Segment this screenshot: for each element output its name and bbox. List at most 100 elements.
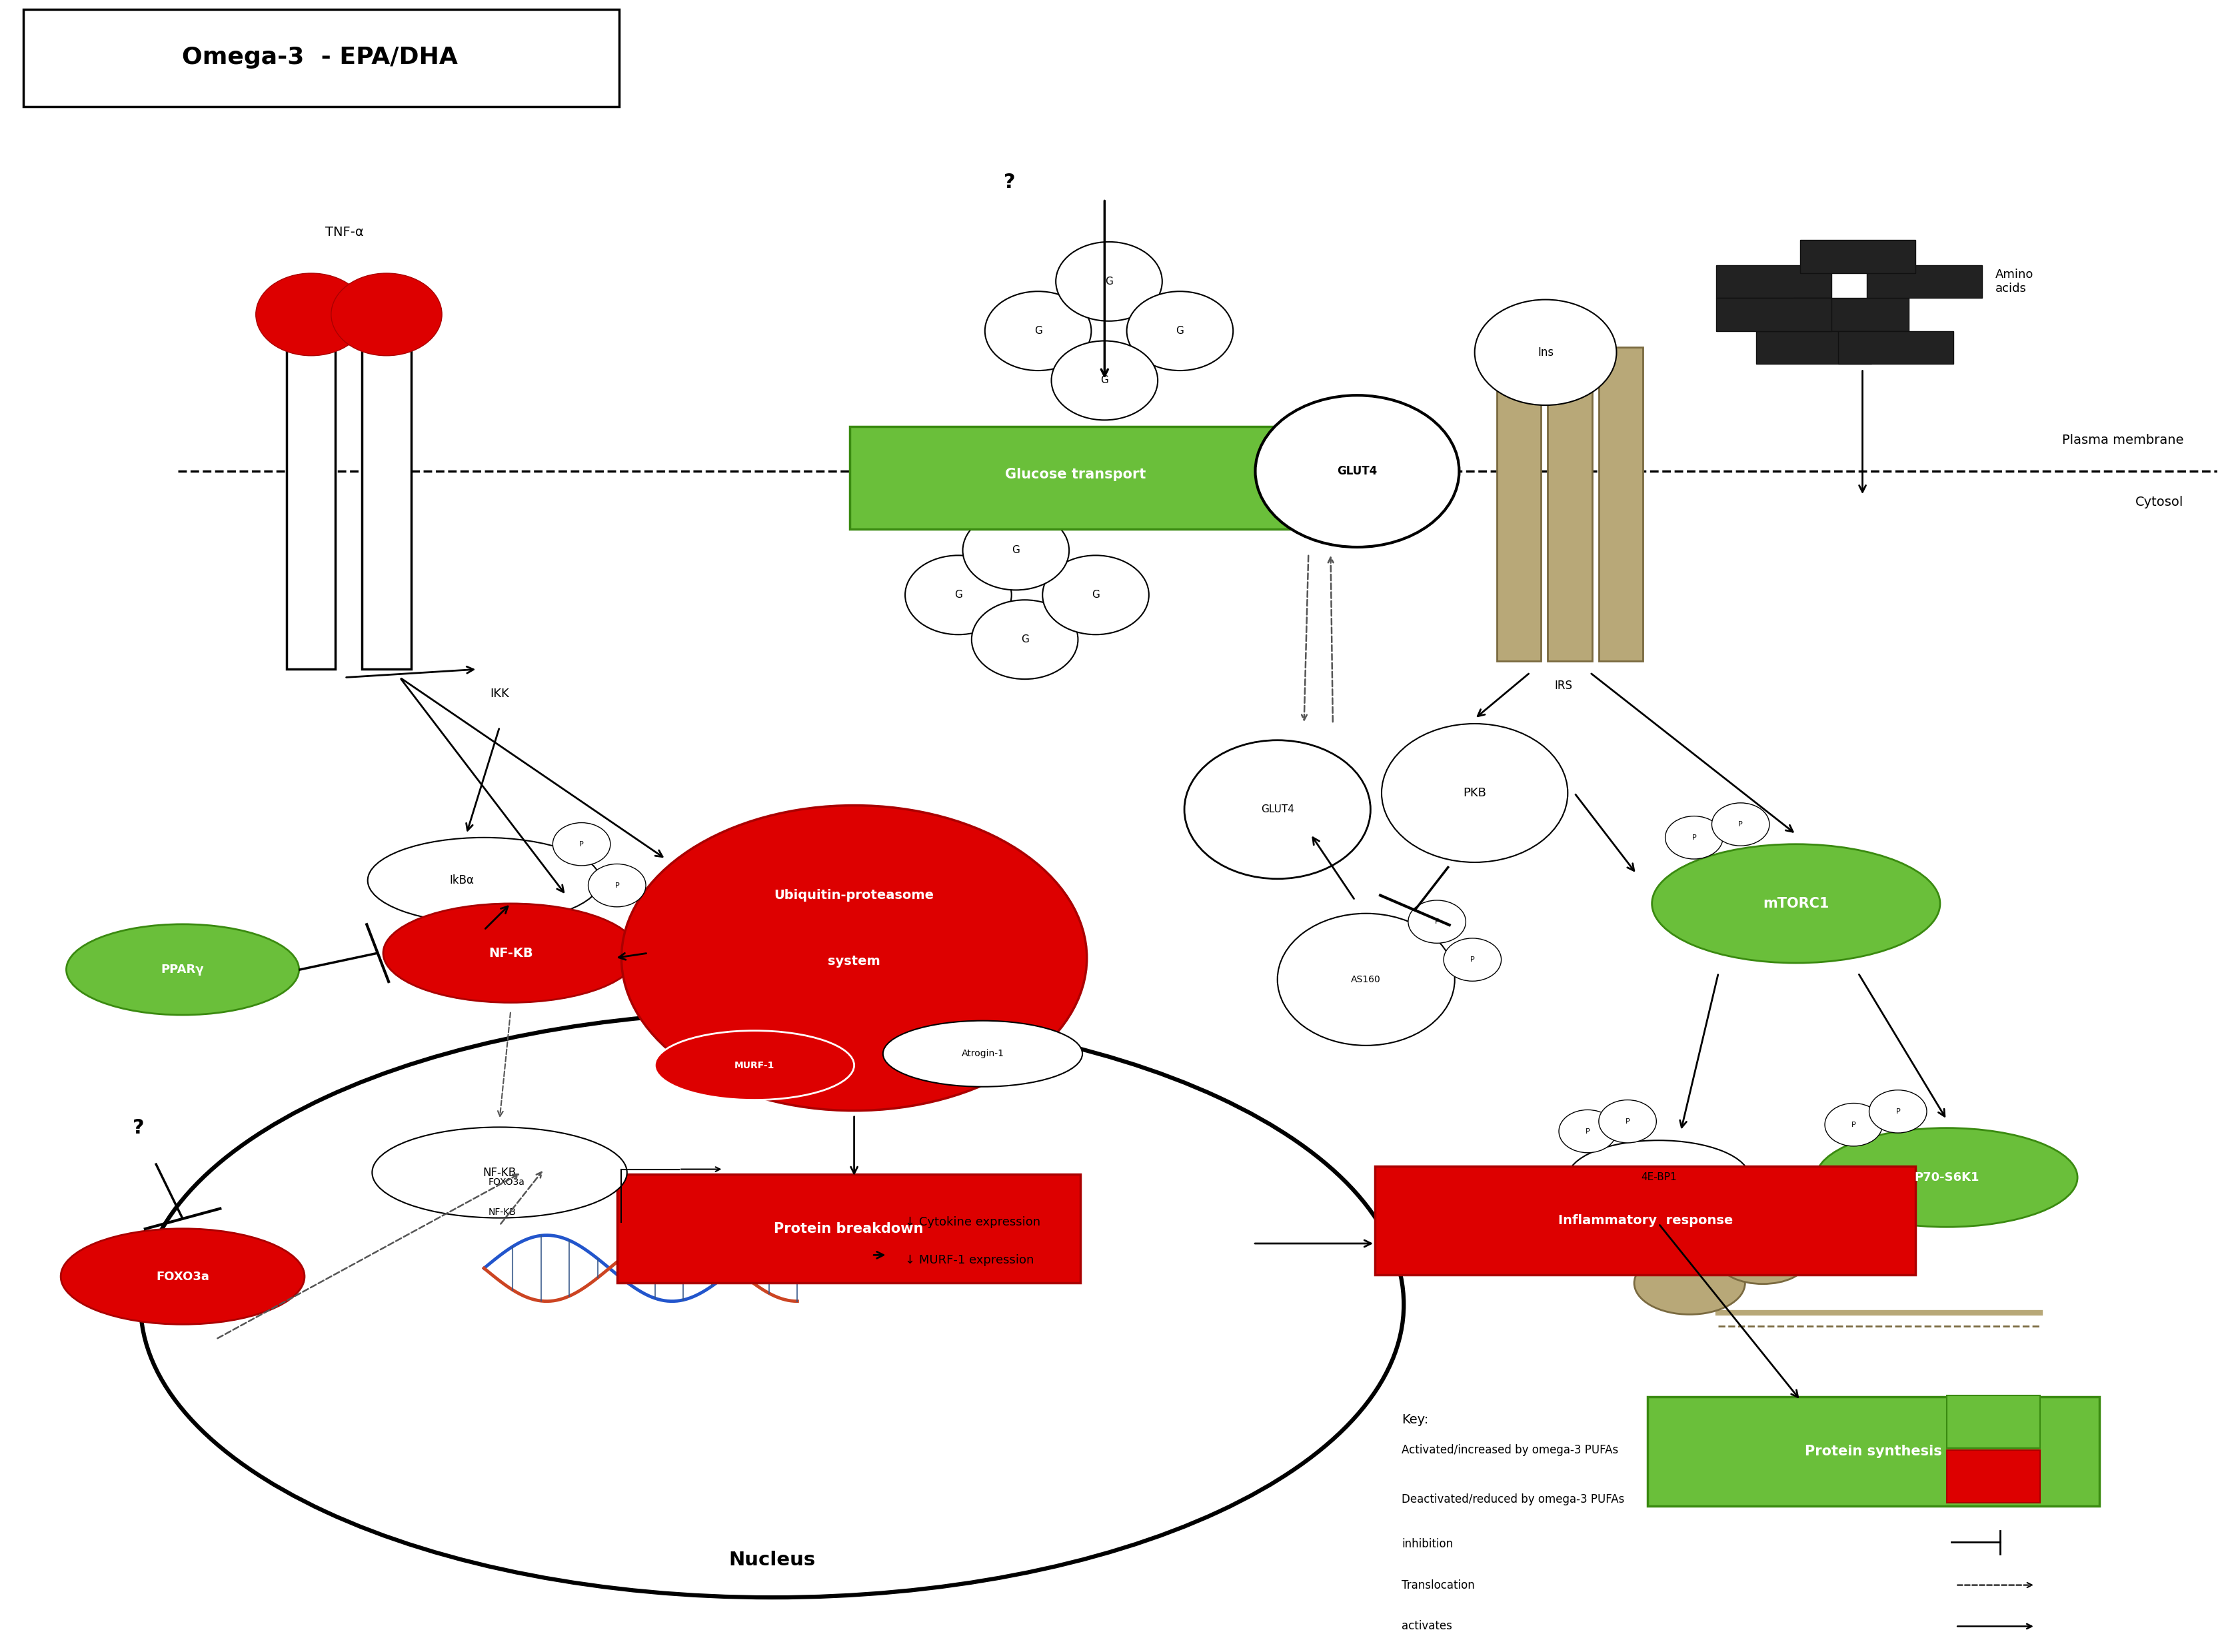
Text: ↓ Cytokine expression: ↓ Cytokine expression — [905, 1216, 1040, 1227]
Ellipse shape — [1817, 1128, 2078, 1227]
Text: G: G — [1011, 545, 1020, 555]
Text: P: P — [1626, 1118, 1630, 1125]
Text: P: P — [1852, 1122, 1856, 1128]
Text: Activated/increased by omega-3 PUFAs: Activated/increased by omega-3 PUFAs — [1402, 1444, 1619, 1455]
Text: TNF-α: TNF-α — [326, 226, 364, 238]
FancyBboxPatch shape — [1375, 1166, 1916, 1275]
Ellipse shape — [654, 1031, 854, 1100]
Circle shape — [1559, 1110, 1617, 1153]
Text: Amino
acids: Amino acids — [1996, 269, 2034, 294]
Text: Translocation: Translocation — [1402, 1579, 1475, 1591]
FancyBboxPatch shape — [1717, 297, 1832, 330]
Ellipse shape — [384, 904, 639, 1003]
FancyBboxPatch shape — [1801, 240, 1916, 273]
Text: MURF-1: MURF-1 — [734, 1061, 774, 1070]
Text: P: P — [1586, 1128, 1590, 1135]
Text: Ubiquitin-proteasome: Ubiquitin-proteasome — [774, 889, 934, 902]
Text: P: P — [1471, 957, 1475, 963]
Ellipse shape — [1652, 844, 1941, 963]
Text: G: G — [1091, 590, 1100, 600]
Ellipse shape — [1721, 1242, 1805, 1284]
Text: G: G — [1105, 276, 1113, 286]
Ellipse shape — [1635, 1252, 1746, 1315]
Circle shape — [1408, 900, 1466, 943]
Text: P: P — [1692, 834, 1697, 841]
Text: Protein breakdown: Protein breakdown — [774, 1222, 923, 1236]
Text: FOXO3a: FOXO3a — [488, 1178, 526, 1188]
FancyBboxPatch shape — [1757, 330, 1872, 363]
Circle shape — [1042, 555, 1149, 634]
Circle shape — [985, 291, 1091, 370]
Circle shape — [1599, 1100, 1657, 1143]
Ellipse shape — [140, 1011, 1404, 1597]
Circle shape — [588, 864, 645, 907]
Text: Cytosol: Cytosol — [2136, 496, 2185, 509]
Text: ↓ MURF-1 expression: ↓ MURF-1 expression — [905, 1254, 1034, 1265]
Text: IKK: IKK — [490, 687, 510, 700]
Circle shape — [1825, 1104, 1883, 1146]
Text: PKB: PKB — [1464, 786, 1486, 800]
Text: P: P — [1896, 1108, 1901, 1115]
FancyBboxPatch shape — [22, 10, 619, 106]
Circle shape — [1278, 914, 1455, 1046]
FancyBboxPatch shape — [1839, 330, 1954, 363]
Text: P: P — [1739, 821, 1743, 828]
Text: NF-KB: NF-KB — [488, 1208, 517, 1218]
FancyBboxPatch shape — [1868, 264, 1983, 297]
Text: G: G — [1176, 325, 1184, 335]
FancyBboxPatch shape — [1947, 1396, 2041, 1449]
Text: AS160: AS160 — [1351, 975, 1382, 985]
Text: inhibition: inhibition — [1402, 1538, 1453, 1550]
Text: NF-KB: NF-KB — [488, 947, 532, 960]
Circle shape — [255, 273, 366, 355]
Text: G: G — [1020, 634, 1029, 644]
Circle shape — [1870, 1090, 1927, 1133]
Text: system: system — [827, 955, 881, 968]
Text: Inflammatory  response: Inflammatory response — [1557, 1214, 1732, 1227]
Circle shape — [963, 510, 1069, 590]
Text: NF-KB: NF-KB — [484, 1166, 517, 1178]
Circle shape — [330, 273, 441, 355]
Circle shape — [1255, 395, 1459, 547]
Ellipse shape — [67, 923, 299, 1014]
Ellipse shape — [883, 1021, 1082, 1087]
Text: GLUT4: GLUT4 — [1337, 466, 1377, 477]
Circle shape — [971, 600, 1078, 679]
FancyBboxPatch shape — [1599, 347, 1644, 661]
Text: P70-S6K1: P70-S6K1 — [1914, 1171, 1978, 1183]
Text: Omega-3  - EPA/DHA: Omega-3 - EPA/DHA — [182, 46, 457, 68]
Ellipse shape — [60, 1229, 304, 1325]
Text: GLUT4: GLUT4 — [1260, 805, 1293, 814]
Ellipse shape — [1568, 1140, 1750, 1214]
Text: Plasma membrane: Plasma membrane — [2063, 434, 2185, 446]
FancyBboxPatch shape — [1794, 297, 1910, 330]
Text: IRS: IRS — [1555, 679, 1573, 692]
Text: FOXO3a: FOXO3a — [155, 1270, 208, 1282]
Text: P: P — [1435, 919, 1439, 925]
Text: ?: ? — [1003, 173, 1016, 192]
Circle shape — [1444, 938, 1502, 981]
Text: G: G — [1034, 325, 1042, 335]
Text: P: P — [579, 841, 583, 847]
Text: Protein synthesis: Protein synthesis — [1805, 1446, 1943, 1459]
Text: Deactivated/reduced by omega-3 PUFAs: Deactivated/reduced by omega-3 PUFAs — [1402, 1493, 1624, 1505]
Text: mTORC1: mTORC1 — [1763, 897, 1830, 910]
Text: Key:: Key: — [1402, 1414, 1428, 1426]
Circle shape — [1051, 340, 1158, 420]
Circle shape — [905, 555, 1011, 634]
Text: IkBα: IkBα — [450, 874, 475, 887]
FancyBboxPatch shape — [849, 426, 1302, 529]
Text: P: P — [614, 882, 619, 889]
Text: G: G — [954, 590, 963, 600]
Circle shape — [1666, 816, 1723, 859]
Circle shape — [552, 823, 610, 866]
Circle shape — [1127, 291, 1233, 370]
Circle shape — [1382, 724, 1568, 862]
FancyBboxPatch shape — [617, 1175, 1080, 1284]
FancyBboxPatch shape — [1548, 347, 1593, 661]
Circle shape — [1184, 740, 1371, 879]
Text: G: G — [1100, 375, 1109, 385]
FancyBboxPatch shape — [1648, 1398, 2100, 1507]
Ellipse shape — [621, 806, 1087, 1110]
Text: ?: ? — [133, 1118, 144, 1138]
